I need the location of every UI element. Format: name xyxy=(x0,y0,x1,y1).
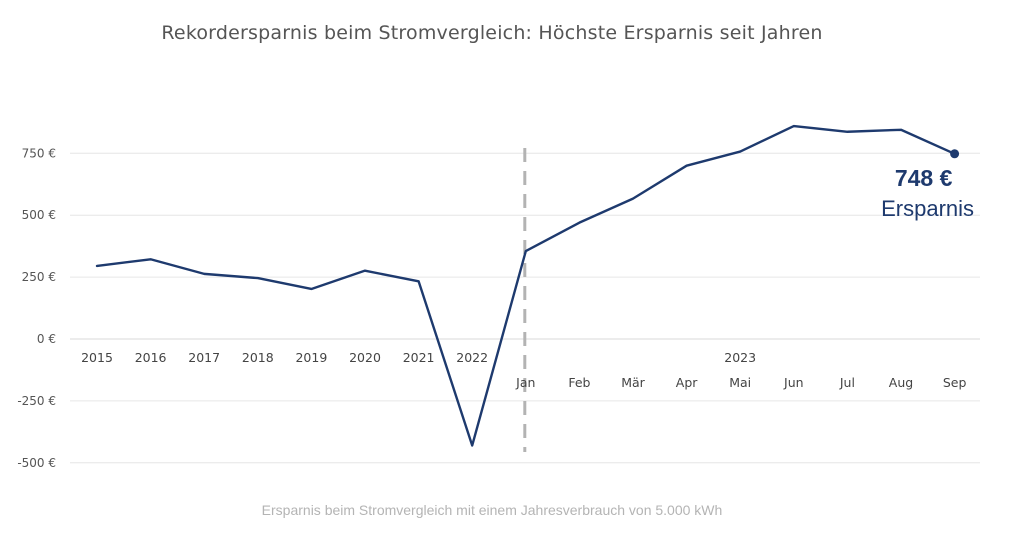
x-tick-label: 2018 xyxy=(242,350,274,365)
x-tick-label: 2022 xyxy=(456,350,488,365)
chart-title: Rekordersparnis beim Stromvergleich: Höc… xyxy=(161,22,823,44)
y-tick-label: 250 € xyxy=(22,270,56,284)
series-line-ersparnis xyxy=(95,124,956,447)
x-group-label: 2023 xyxy=(724,350,756,365)
x-tick-label: Mär xyxy=(621,375,645,390)
y-tick-label: 0 € xyxy=(37,332,56,346)
annotation-value: 748 € xyxy=(895,165,953,191)
x-tick-label: Mai xyxy=(729,375,751,390)
x-tick-label: Feb xyxy=(568,375,590,390)
y-tick-label: 750 € xyxy=(22,146,56,160)
x-tick-label: 2021 xyxy=(403,350,435,365)
y-tick-label: -250 € xyxy=(17,394,56,408)
y-axis-tick-labels: 750 € 500 € 250 € 0 € -250 € -500 € xyxy=(17,146,56,470)
x-tick-label: 2020 xyxy=(349,350,381,365)
x-tick-label: 2015 xyxy=(81,350,113,365)
x-tick-label: Jun xyxy=(783,375,804,390)
last-data-point xyxy=(950,149,960,159)
x-tick-label: Aug xyxy=(889,375,913,390)
annotation-label: Ersparnis xyxy=(881,196,974,221)
x-tick-label: Sep xyxy=(943,375,967,390)
x-tick-label: 2019 xyxy=(295,350,327,365)
y-tick-label: 500 € xyxy=(22,208,56,222)
x-tick-label: Jul xyxy=(839,375,855,390)
x-tick-label: 2016 xyxy=(135,350,167,365)
x-tick-label: 2017 xyxy=(188,350,220,365)
y-tick-label: -500 € xyxy=(17,456,56,470)
x-tick-label: Apr xyxy=(676,375,698,390)
x-axis-tick-labels: 2015 2016 2017 2018 2019 2020 2021 2022 Jan Feb Mä… xyxy=(81,350,966,390)
chart-caption: Ersparnis beim Stromvergleich mit einem … xyxy=(261,502,723,518)
x-tick-label: Jan xyxy=(515,375,535,390)
